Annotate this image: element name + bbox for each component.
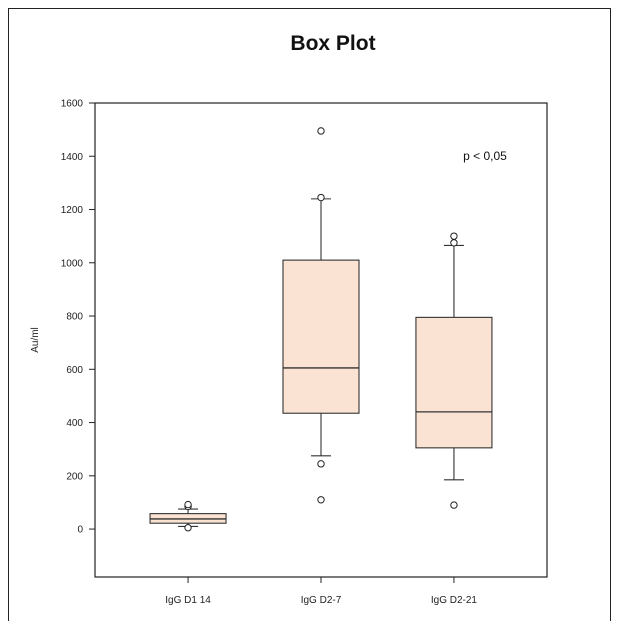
outlier-point xyxy=(450,239,458,247)
x-tick-label: IgG D2-21 xyxy=(431,595,478,606)
box-1 xyxy=(149,500,227,532)
y-tick-label: 400 xyxy=(66,418,83,429)
box-2 xyxy=(282,127,360,504)
boxes-group xyxy=(149,127,493,532)
y-tick-label: 1400 xyxy=(61,152,84,163)
y-axis: 0 200 400 600 800 1000 1200 1400 1600 xyxy=(61,99,95,536)
y-tick-label: 0 xyxy=(77,525,83,536)
box-3 xyxy=(415,232,493,509)
outlier-point xyxy=(317,193,325,202)
chart-title: Box Plot xyxy=(290,32,375,55)
y-tick-label: 1200 xyxy=(61,205,84,216)
outlier-point xyxy=(184,500,192,509)
outlier-point xyxy=(317,127,325,135)
y-tick-label: 200 xyxy=(66,471,83,482)
y-tick-label: 1600 xyxy=(61,99,84,110)
y-tick-label: 600 xyxy=(66,365,83,376)
iqr-box xyxy=(282,259,360,414)
y-tick-label: 1000 xyxy=(61,258,84,269)
outlier-point xyxy=(317,460,325,468)
chart-frame xyxy=(8,8,611,621)
x-tick-label: IgG D1 14 xyxy=(165,595,211,606)
outlier-point xyxy=(450,501,458,509)
y-tick-label: 800 xyxy=(66,312,83,323)
y-axis-label: Au/ml xyxy=(30,327,41,353)
iqr-box xyxy=(415,316,493,449)
p-value-annotation: p < 0,05 xyxy=(463,149,507,163)
x-axis: IgG D1 14 IgG D2-7 IgG D2-21 xyxy=(165,577,477,606)
outlier-point xyxy=(450,232,458,240)
outlier-point xyxy=(184,524,192,532)
outlier-point xyxy=(317,496,325,504)
x-tick-label: IgG D2-7 xyxy=(301,595,342,606)
